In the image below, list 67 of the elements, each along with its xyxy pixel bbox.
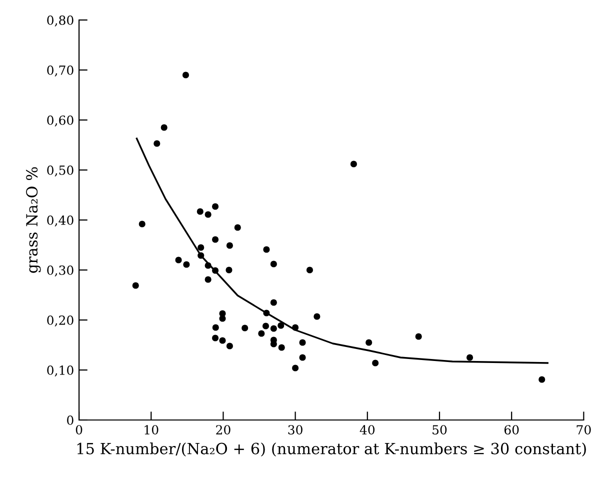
x-axis-title: 15 K-number/(Na₂O + 6) (numerator at K-numbers ≥ 30 constant) [77, 442, 586, 457]
x-tick-label: 20 [216, 425, 230, 435]
y-tick-label: 0 [67, 415, 74, 425]
point [262, 322, 270, 330]
point [538, 376, 546, 383]
point [212, 267, 219, 274]
point [198, 252, 204, 259]
point [314, 313, 320, 320]
point [204, 211, 212, 218]
point [219, 315, 226, 322]
point [138, 220, 146, 228]
point [226, 266, 232, 274]
point [182, 72, 190, 78]
point [219, 337, 226, 344]
line-series [136, 138, 548, 364]
point [299, 354, 306, 361]
point [350, 160, 357, 168]
point [263, 246, 270, 253]
point [204, 276, 212, 283]
point [270, 299, 277, 306]
x-tick-label: 50 [432, 425, 447, 435]
point [196, 208, 204, 215]
point [212, 334, 219, 342]
point [226, 242, 234, 249]
y-tick-label: 0,70 [47, 65, 74, 76]
point [306, 266, 314, 274]
x-tick-label: 70 [576, 425, 591, 435]
point [154, 140, 160, 147]
point [258, 330, 265, 337]
y-axis-title: grass Na₂O % [26, 167, 41, 273]
x-tick-label: 30 [288, 425, 302, 435]
x-tick-label: 0 [76, 425, 82, 435]
point [366, 339, 372, 346]
point [270, 340, 277, 348]
point [212, 236, 219, 243]
point [198, 244, 204, 251]
point [175, 256, 182, 264]
point [278, 344, 285, 351]
point [299, 339, 306, 346]
x-tick-label: 10 [144, 425, 158, 435]
point [292, 364, 299, 372]
point [226, 342, 234, 350]
point [466, 354, 474, 361]
point [278, 322, 284, 329]
point [212, 324, 219, 331]
y-tick-label: 0,50 [47, 165, 74, 176]
point [234, 224, 241, 231]
y-tick-label: 0,60 [47, 115, 74, 126]
x-tick-label: 60 [504, 425, 519, 435]
y-tick-label: 0,20 [47, 315, 74, 326]
point [263, 310, 270, 316]
x-tick-label: 40 [360, 425, 375, 435]
point [242, 324, 248, 332]
y-tick-label: 0,30 [47, 265, 74, 276]
point [415, 333, 422, 340]
point [132, 282, 139, 289]
y-tick-label: 0,80 [47, 15, 74, 26]
point [160, 124, 168, 131]
point [270, 325, 277, 332]
y-tick-label: 0,40 [47, 215, 74, 226]
point [183, 261, 190, 268]
point [372, 360, 379, 366]
point [270, 260, 277, 268]
point [292, 324, 299, 331]
point [212, 203, 219, 210]
y-tick-label: 0,10 [47, 365, 74, 376]
point [204, 262, 212, 269]
